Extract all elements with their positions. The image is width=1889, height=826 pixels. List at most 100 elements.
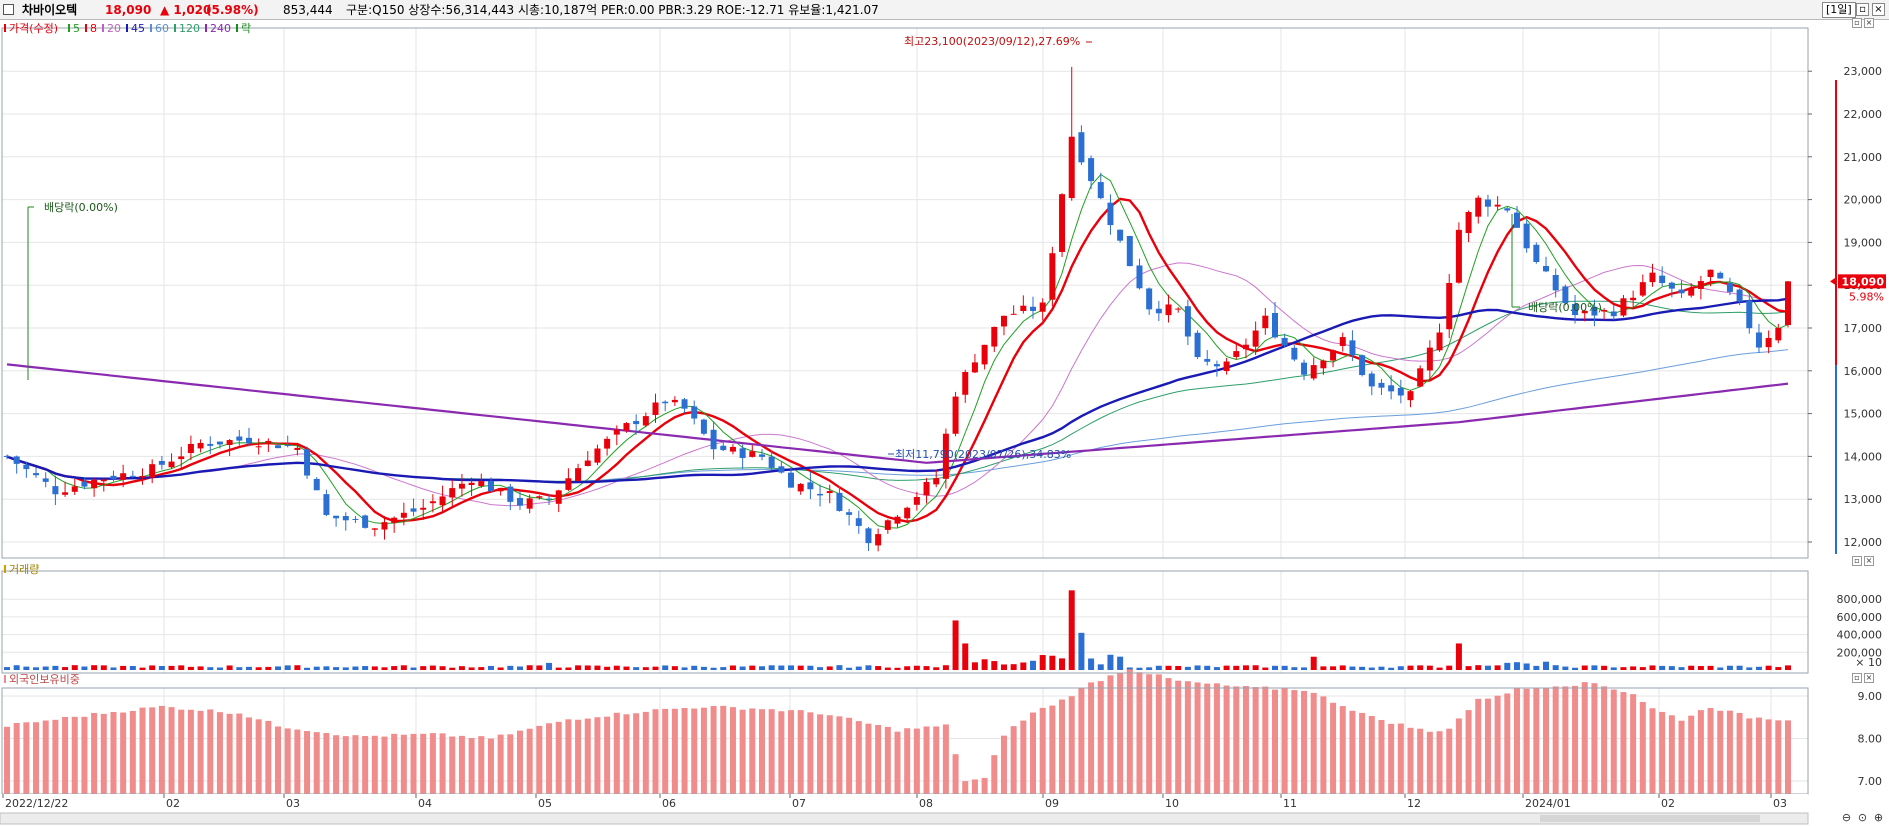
candle-body [449, 488, 456, 498]
foreign-panel-close-icon[interactable]: × [1864, 673, 1874, 683]
legend-ma-label: 120 [179, 22, 200, 35]
volume-bar [875, 666, 882, 670]
foreign-bar [62, 716, 69, 794]
close-window-icon[interactable]: × [1872, 3, 1885, 16]
volume-bar [1117, 656, 1124, 670]
foreign-bar [1697, 710, 1704, 794]
volume-bar [633, 667, 640, 670]
volume-bar [1271, 665, 1278, 670]
candle-body [1552, 275, 1559, 291]
candle-body [1233, 351, 1240, 357]
foreign-bar [294, 729, 301, 794]
candle-body [129, 475, 136, 477]
candle-body [275, 445, 282, 449]
candle-body [565, 478, 572, 490]
volume-bar [497, 667, 504, 670]
volume-bar [1388, 667, 1395, 670]
candle-body [1533, 244, 1540, 263]
candle-body [1320, 360, 1327, 369]
foreign-bar [1523, 688, 1530, 794]
foreign-bar [652, 709, 659, 794]
legend-ma-label: 20 [107, 22, 121, 35]
candle-body [158, 460, 165, 465]
scrollbar-thumb [1540, 815, 1760, 822]
candle-body [1117, 229, 1124, 241]
candle-body [700, 419, 707, 434]
candle-body [681, 399, 688, 409]
volume-bar [1223, 665, 1230, 670]
candle-body [149, 464, 156, 478]
candle-body [284, 444, 291, 446]
zoom-reset-icon[interactable]: ⊙ [1857, 811, 1868, 824]
foreign-bar [1049, 705, 1056, 794]
volume-bar [1639, 667, 1646, 670]
restore-window-icon[interactable]: ▫ [1856, 3, 1869, 16]
candle-body [1543, 265, 1550, 272]
volume-bar [604, 666, 611, 670]
candle-body [1068, 136, 1075, 199]
foreign-bar [1349, 710, 1356, 794]
zoom-out-icon[interactable]: ⊖ [1841, 811, 1852, 824]
foreign-bar [991, 755, 998, 794]
volume-panel-close-icon[interactable]: × [1864, 556, 1874, 566]
candle-body [1271, 313, 1278, 338]
candle-body [13, 456, 20, 464]
period-selector[interactable]: [1일] [1822, 2, 1856, 18]
candle-body [1610, 311, 1617, 317]
foreign-bar [1484, 698, 1491, 794]
volume-bar [487, 665, 494, 670]
foreign-bar [1223, 685, 1230, 794]
foreign-bar [1233, 686, 1240, 794]
volume-bar [478, 667, 485, 670]
x-tick-label: 08 [919, 797, 933, 810]
foreign-bar [1417, 728, 1424, 794]
candle-body [768, 456, 775, 468]
candle-body [1330, 350, 1337, 361]
foreign-bar [1397, 723, 1404, 794]
foreign-bar [1330, 702, 1337, 794]
volume-bar [352, 666, 359, 670]
stock-chart[interactable]: 12,000 13,000 14,000 15,000 16,000 17,000 18,0… [0, 20, 1889, 826]
foreign-tick-label: 7.00 [1858, 775, 1883, 788]
volume-bar [1513, 662, 1520, 670]
volume-bar [187, 666, 194, 670]
x-tick-label: 03 [1773, 797, 1787, 810]
volume-bar [865, 665, 872, 670]
legend-price-marker [4, 24, 6, 32]
volume-bar [739, 666, 746, 670]
foreign-bar [226, 713, 233, 794]
volume-panel-min-icon[interactable]: ▫ [1852, 556, 1862, 566]
volume-bar [71, 665, 78, 670]
volume-bar [62, 667, 69, 670]
zoom-in-icon[interactable]: ⊕ [1873, 811, 1884, 824]
candle-body [1659, 275, 1666, 284]
foreign-bar [275, 726, 282, 794]
candle-body [110, 475, 117, 479]
volume-bar [904, 666, 911, 670]
foreign-bar [1155, 674, 1162, 794]
foreign-bar [855, 721, 862, 794]
volume-bar [381, 667, 388, 670]
candle-body [594, 448, 601, 463]
foreign-panel-min-icon[interactable]: ▫ [1852, 673, 1862, 683]
foreign-bar [1630, 694, 1637, 794]
panel-min-icon[interactable]: ▫ [1852, 18, 1862, 28]
grid-lines [2, 28, 1808, 794]
volume-bar [1610, 667, 1617, 670]
volume-bar [691, 665, 698, 670]
stock-name[interactable]: 차바이오텍 [22, 3, 78, 17]
foreign-bar [1146, 674, 1153, 794]
candle-body [1107, 202, 1114, 226]
volume-bar [933, 667, 940, 670]
panel-close-icon[interactable]: × [1864, 18, 1874, 28]
volume-bar [52, 665, 59, 670]
foreign-bar [1436, 731, 1443, 794]
candle-body [604, 438, 611, 449]
foreign-bar [1175, 680, 1182, 794]
foreign-bar [904, 728, 911, 794]
volume-tick-label: 200,000 [1837, 646, 1883, 659]
volume-bar [623, 666, 630, 670]
select-checkbox[interactable] [3, 4, 14, 15]
foreign-bar [1552, 686, 1559, 794]
